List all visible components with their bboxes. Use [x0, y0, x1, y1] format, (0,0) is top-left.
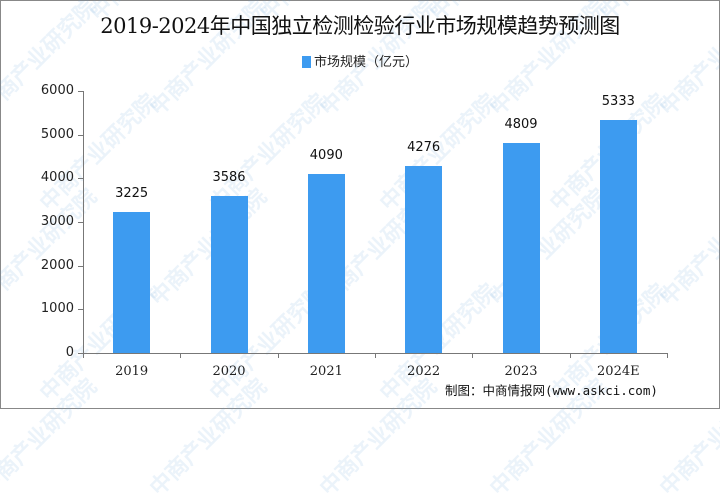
x-tick-label: 2020 [212, 364, 246, 379]
y-tick-label: 1000 [40, 301, 74, 317]
y-tick [78, 353, 83, 354]
y-tick-label: 3000 [40, 214, 74, 229]
bar-2021 [307, 174, 345, 353]
bar-2024E [599, 120, 637, 353]
y-tick [78, 265, 83, 267]
x-tick-label: 2019 [115, 364, 149, 379]
y-tick-label: 4000 [40, 170, 74, 186]
y-tick-label: 5000 [40, 126, 74, 142]
x-tick-label: 2021 [309, 364, 343, 379]
x-tick [180, 353, 182, 358]
x-tick [472, 353, 474, 358]
value-label: 3225 [115, 186, 149, 202]
value-label: 3586 [212, 170, 246, 186]
y-tick [78, 178, 83, 180]
value-label: 5333 [601, 94, 635, 110]
y-tick [78, 134, 83, 136]
bar-2020 [210, 196, 248, 353]
source-note: 制图：中商情报网(www.askci.com) [445, 383, 658, 398]
value-label: 4809 [504, 117, 538, 132]
x-tick [375, 353, 376, 358]
x-tick [277, 353, 279, 358]
y-tick-label: 0 [65, 345, 74, 360]
legend-label: 市场规模（亿元） [313, 55, 418, 70]
bar-2022 [405, 166, 443, 353]
x-tick [667, 353, 668, 358]
y-tick [78, 309, 83, 311]
value-label: 4276 [407, 140, 441, 156]
y-tick [78, 222, 83, 223]
y-tick-label: 6000 [40, 83, 74, 98]
bar-2023 [502, 143, 540, 353]
y-tick [78, 91, 83, 92]
legend-swatch [301, 56, 311, 68]
y-tick-label: 2000 [40, 257, 74, 273]
y-axis [83, 91, 84, 353]
legend: 市场规模（亿元） [0, 51, 720, 70]
value-label: 4090 [309, 148, 343, 164]
x-tick [569, 353, 571, 358]
x-tick-label: 2022 [407, 364, 441, 379]
x-tick [83, 353, 84, 358]
x-tick-label: 2023 [504, 364, 538, 379]
chart-title: 2019-2024年中国独立检测检验行业市场规模趋势预测图 [100, 14, 620, 38]
bar-2019 [113, 212, 151, 353]
x-tick-label: 2024E [597, 364, 640, 379]
